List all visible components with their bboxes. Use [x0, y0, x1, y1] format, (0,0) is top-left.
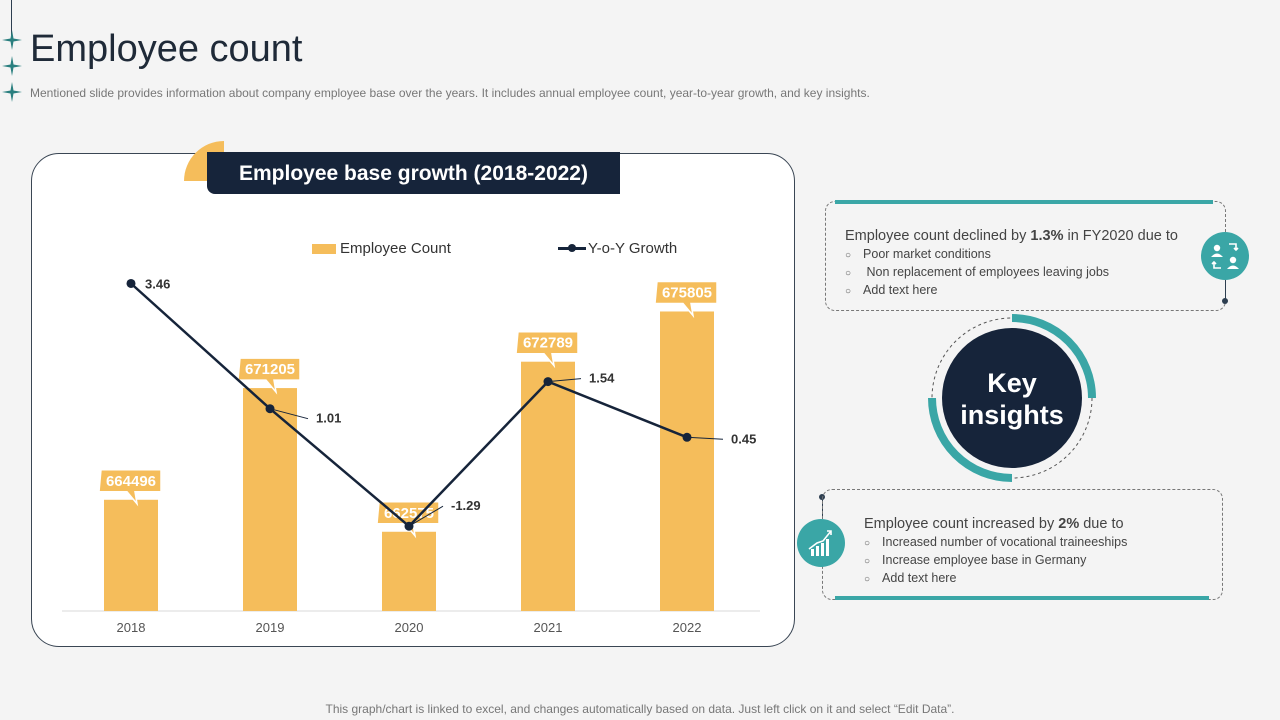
x-tick-label: 2018: [117, 620, 146, 635]
insight-heading: Employee count declined by 1.3% in FY202…: [845, 228, 1178, 244]
insight-accent-bar: [835, 200, 1213, 204]
sparkle-icon: [2, 82, 22, 102]
page-title: Employee count: [30, 28, 303, 70]
decorative-line: [11, 0, 12, 36]
x-tick-label: 2022: [673, 620, 702, 635]
line-series: [130, 282, 688, 528]
bar-value-callout: [654, 280, 718, 319]
insight-item: Add text here: [845, 282, 1178, 300]
x-tick-label: 2021: [534, 620, 563, 635]
line-value-label: 0.45: [731, 431, 756, 446]
bar-value-label: 664496: [106, 473, 156, 490]
label-leader: [547, 378, 582, 383]
legend-employee-count: Employee Count: [312, 240, 451, 257]
insight-item: Increase employee base in Germany: [864, 552, 1127, 570]
x-tick-label: 2019: [256, 620, 285, 635]
x-tick-label: 2020: [395, 620, 424, 635]
label-leader: [686, 436, 724, 440]
legend-label: Y-o-Y Growth: [588, 240, 678, 257]
bar-value-label: 672789: [523, 335, 573, 352]
line-value-label: 1.54: [589, 371, 615, 386]
connector-stem: [1225, 280, 1226, 300]
insight-item: Poor market conditions: [845, 246, 1178, 264]
insight-increase: Employee count increased by 2% due to In…: [864, 516, 1127, 588]
insight-decline: Employee count declined by 1.3% in FY202…: [845, 228, 1178, 300]
insight-item: Add text here: [864, 570, 1127, 588]
bar: [660, 311, 714, 611]
sparkle-icon: [2, 30, 22, 50]
growth-chart-icon: [797, 519, 845, 567]
key-insights-label: Key insights: [960, 368, 1064, 430]
line-point: [126, 278, 136, 288]
bar-value-callout: [98, 469, 162, 507]
line-value-label: 3.46: [145, 276, 170, 291]
bar: [243, 388, 297, 611]
line-value-label: 1.01: [316, 411, 341, 426]
bar-value-callout: [237, 357, 301, 395]
bar-value-label: 662575: [384, 505, 434, 522]
connector-dot: [1222, 298, 1228, 304]
people-exchange-icon: [1201, 232, 1249, 280]
chart-title: Employee base growth (2018-2022): [207, 152, 620, 194]
key-insights-ring: [928, 314, 1096, 482]
bar: [104, 499, 158, 611]
insight-heading: Employee count increased by 2% due to: [864, 516, 1124, 532]
label-leader: [269, 408, 309, 420]
bar-value-callout: [515, 330, 579, 369]
footer-note: This graph/chart is linked to excel, and…: [325, 702, 955, 716]
legend-label: Employee Count: [340, 240, 451, 257]
legend-line-swatch: [558, 244, 586, 252]
insight-item: Increased number of vocational traineesh…: [864, 534, 1127, 552]
line-value-label: -1.29: [451, 498, 481, 513]
bar: [382, 531, 436, 611]
insight-accent-bar: [835, 596, 1209, 600]
bar: [521, 361, 575, 611]
label-leader: [408, 505, 444, 527]
legend-yoy-growth: Y-o-Y Growth: [558, 240, 677, 257]
sparkle-icon: [2, 56, 22, 76]
bar-value-label: 671205: [245, 361, 295, 378]
page-subtitle: Mentioned slide provides information abo…: [30, 86, 870, 100]
legend-bar-swatch: [312, 243, 336, 254]
insight-item: Non replacement of employees leaving job…: [845, 264, 1178, 282]
bar-value-label: 675805: [662, 284, 712, 301]
